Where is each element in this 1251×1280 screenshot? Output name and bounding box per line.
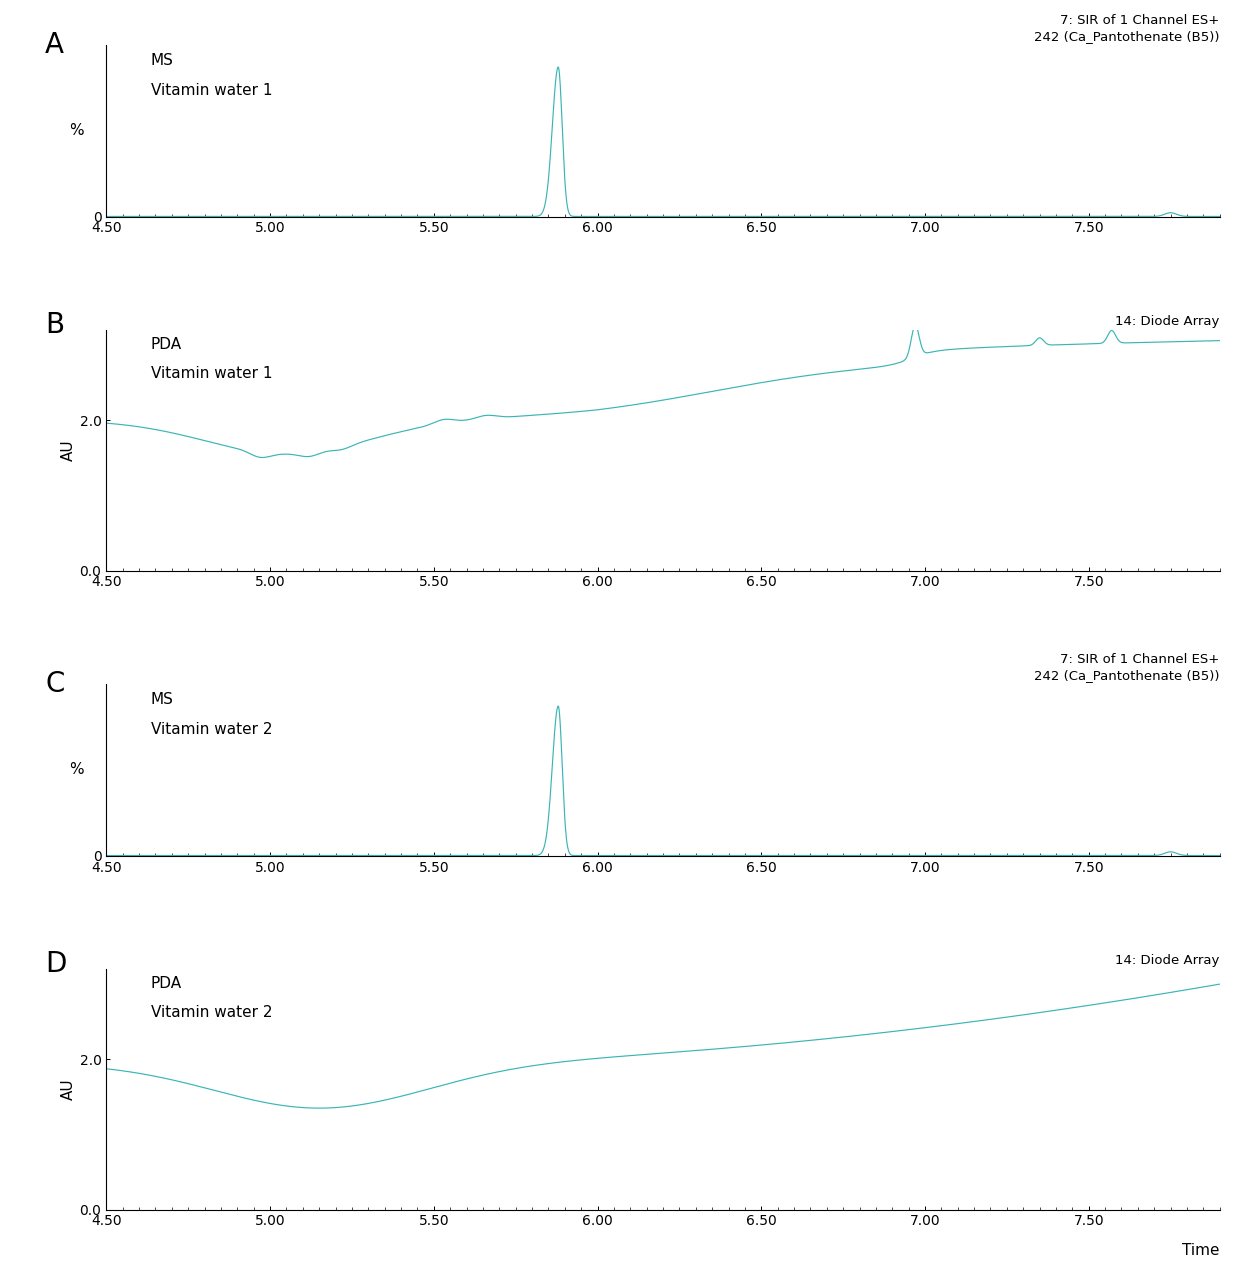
Text: B: B	[45, 311, 64, 339]
Text: 7: SIR of 1 Channel ES+
242 (Ca_Pantothenate (B5)): 7: SIR of 1 Channel ES+ 242 (Ca_Pantothe…	[1035, 653, 1220, 682]
Text: Vitamin water 2: Vitamin water 2	[151, 722, 273, 737]
Text: PDA: PDA	[151, 337, 181, 352]
Text: C: C	[45, 671, 65, 698]
Text: 14: Diode Array: 14: Diode Array	[1116, 315, 1220, 328]
Y-axis label: AU: AU	[61, 1079, 76, 1100]
Y-axis label: AU: AU	[61, 439, 76, 461]
Y-axis label: %: %	[69, 763, 84, 777]
Text: MS: MS	[151, 54, 174, 68]
Text: Vitamin water 1: Vitamin water 1	[151, 83, 273, 97]
Text: A: A	[45, 31, 64, 59]
Text: Time: Time	[1182, 1243, 1220, 1258]
Y-axis label: %: %	[69, 123, 84, 138]
Text: MS: MS	[151, 692, 174, 708]
Text: 14: Diode Array: 14: Diode Array	[1116, 954, 1220, 966]
Text: 7: SIR of 1 Channel ES+
242 (Ca_Pantothenate (B5)): 7: SIR of 1 Channel ES+ 242 (Ca_Pantothe…	[1035, 14, 1220, 44]
Text: D: D	[45, 950, 66, 978]
Text: Vitamin water 1: Vitamin water 1	[151, 366, 273, 381]
Text: PDA: PDA	[151, 977, 181, 991]
Text: Vitamin water 2: Vitamin water 2	[151, 1005, 273, 1020]
